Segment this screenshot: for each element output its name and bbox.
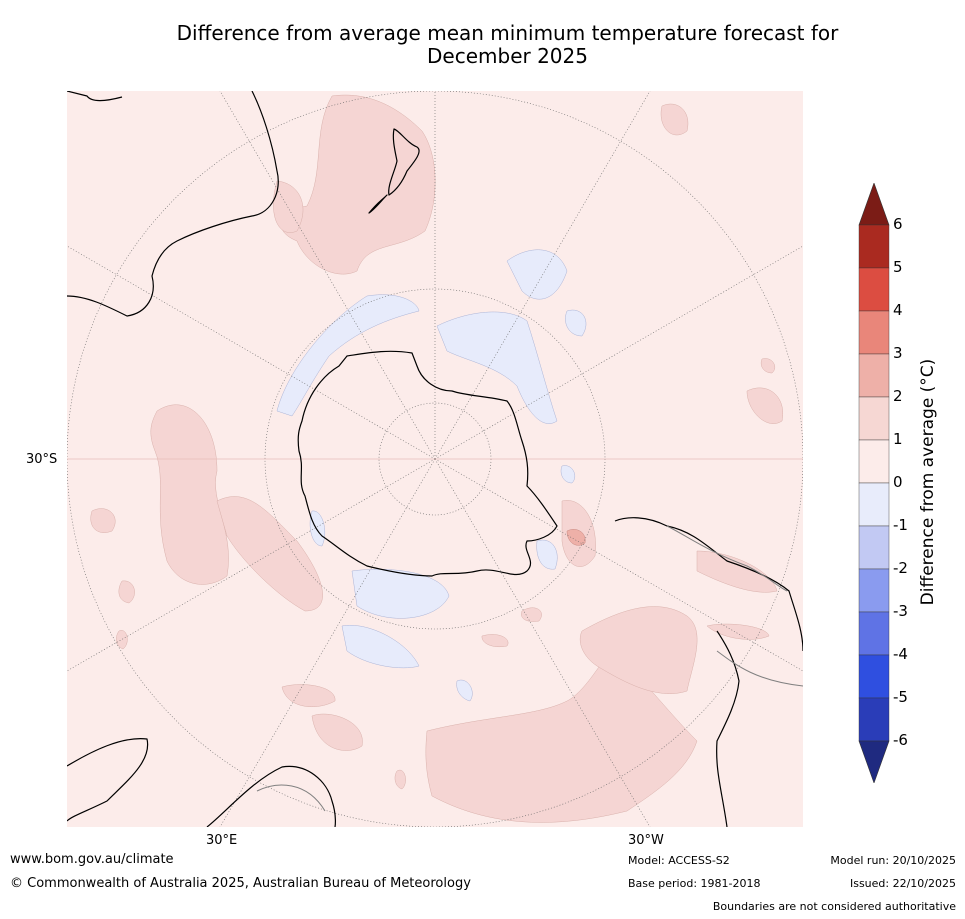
colorbar-tick-label: 0 [893,473,903,491]
warm-region-small-4 [281,684,336,707]
colorbar-tick-label: 3 [893,344,903,362]
warm-region-south-america [425,650,698,823]
cool-region-amundsen [536,539,558,570]
colorbar-label-main: Difference from average ( [918,385,938,606]
meridian-line-8 [219,458,436,827]
cool-anomaly-regions [276,249,587,702]
colorbar-swatch [858,654,890,699]
warm-region-east-atlantic [746,387,784,424]
colorbar-swatch [858,439,890,484]
warm-region-atlantic-1 [579,606,698,694]
latitude-label-30s: 30°S [26,452,58,467]
colorbar-tick-label: 2 [893,387,903,405]
colorbar-swatch [858,525,890,570]
copyright-text: © Commonwealth of Australia 2025, Austra… [10,876,471,891]
meridian-line-9 [434,458,651,827]
colorbar-tick-label: -6 [893,731,908,749]
warm-anomaly-regions [90,94,784,823]
new-zealand-north-island [388,128,420,196]
warm-region-south-africa-east [216,496,323,612]
warm-region-new-zealand [280,94,436,275]
cool-region-small-2 [456,679,473,702]
cool-region-pacific [506,249,568,300]
warm-region-north-east [660,103,689,136]
colorbar-swatch [858,224,890,269]
colorbar-tick-label: -3 [893,602,908,620]
disclaimer-text: Boundaries are not considered authoritat… [712,900,956,913]
warm-region-west-indian [150,404,229,585]
base-period: Base period: 1981-2018 [628,877,761,890]
colorbar-tick-label: 4 [893,301,903,319]
warm-region-small-9 [394,769,406,790]
warm-region-small-7 [481,634,509,647]
colorbar-tick-label: 1 [893,430,903,448]
antarctica-coastline [297,350,558,577]
cool-region-south-atlantic [341,624,420,669]
model-run-date: Model run: 20/10/2025 [830,854,956,867]
colorbar-label-unit: °C) [918,358,938,386]
model-name: Model: ACCESS-S2 [628,854,730,867]
cool-region-weddell [351,569,450,619]
cool-region-ross [436,311,558,424]
colorbar-swatch [858,697,890,742]
warm-region-atlantic-2 [696,550,778,593]
colorbar-label: Difference from average (°C) [918,359,938,606]
cool-region-small-4 [309,510,326,547]
meridian-line-5 [434,245,803,460]
warm-region-small-6 [760,358,776,374]
colorbar-tick-label: -4 [893,645,908,663]
meridian-line-4 [67,245,436,460]
longitude-label-30e: 30°E [206,833,238,848]
new-guinea-coastline [67,91,123,102]
colorbar-tick-label: -1 [893,516,908,534]
colorbar-swatch [858,353,890,398]
title-line-1: Difference from average mean minimum tem… [176,21,839,45]
south-america-coastline [614,517,803,827]
colorbar-swatch [858,267,890,312]
south-america-border-1 [666,525,788,592]
colorbar-swatch [858,396,890,441]
warm-region-small-2 [118,580,135,604]
new-zealand-south-island [368,194,388,214]
warm-region-strong [566,529,586,546]
colorbar-extend-min [858,740,890,783]
colorbar-swatch [858,611,890,656]
map-title: Difference from average mean minimum tem… [60,22,955,68]
longitude-label-30w: 30°W [628,833,664,848]
political-borders [256,525,803,812]
colorbar-tick-label: 6 [893,215,903,233]
warm-region-small-1 [90,508,116,533]
colorbar-tick-label: -5 [893,688,908,706]
colorbar-tick-label: -2 [893,559,908,577]
meridian-line-2 [219,91,436,460]
meridian-line-3 [434,91,651,460]
africa-coastline [67,738,336,827]
website-link[interactable]: www.bom.gov.au/climate [10,852,174,867]
cool-region-small-3 [560,465,576,484]
colorbar-swatch [858,482,890,527]
title-line-2: December 2025 [427,44,588,68]
colorbar-swatch [858,310,890,355]
south-america-border-2 [716,650,803,687]
colorbar [858,183,890,783]
warm-region-tasman [273,180,304,233]
warm-region-small-8 [521,607,542,622]
warm-region-small-5 [311,713,363,751]
cool-region-small-1 [565,309,587,337]
colorbar-tick-label: 5 [893,258,903,276]
issued-date: Issued: 22/10/2025 [849,877,956,890]
forecast-map [67,91,803,827]
australia-coastline [67,91,279,317]
colorbar-extend-max [858,183,890,226]
colorbar-swatch [858,568,890,613]
coastlines [67,91,803,827]
africa-border [256,784,326,812]
warm-region-small-10 [706,623,770,640]
warm-region-small-3 [116,630,128,650]
cool-region-east-antarctic-ring [276,294,420,417]
